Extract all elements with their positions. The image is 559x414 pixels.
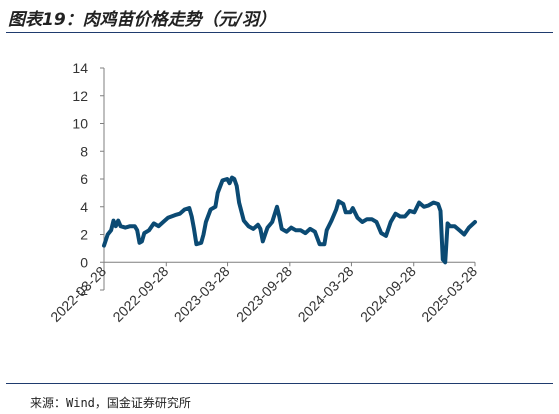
- y-tick-label: -2: [76, 282, 89, 298]
- x-tick-label: 2025-03-28: [418, 263, 480, 325]
- top-rule: [6, 32, 553, 33]
- source-note: 来源：Wind，国金证券研究所: [30, 396, 191, 410]
- x-tick-label: 2022-03-28: [47, 263, 109, 325]
- y-tick-label: 12: [72, 88, 88, 104]
- y-tick-label: 8: [80, 143, 88, 159]
- y-tick-label: 4: [80, 199, 88, 215]
- chart-axes: [103, 68, 475, 290]
- y-axis-ticks: -2 0 2 4 6 8 10 12 14: [72, 60, 104, 298]
- x-axis-ticks: 2022-03-28 2022-09-28 2023-03-28 2023-09-28…: [47, 262, 480, 325]
- y-tick-label: 10: [72, 116, 88, 132]
- x-tick-label: 2024-09-28: [357, 263, 419, 325]
- y-tick-label: 6: [80, 171, 88, 187]
- y-tick-label: 14: [72, 60, 88, 76]
- x-tick-label: 2023-09-28: [233, 263, 295, 325]
- x-tick-label: 2022-09-28: [109, 263, 171, 325]
- y-tick-label: 0: [80, 254, 88, 270]
- series-line: [102, 175, 477, 265]
- x-tick-label: 2023-03-28: [171, 263, 233, 325]
- series-layer: [102, 175, 477, 265]
- x-tick-label: 2024-03-28: [295, 263, 357, 325]
- bottom-rule: [6, 383, 553, 384]
- chart-title: 图表19：肉鸡苗价格走势（元/羽）: [8, 10, 276, 30]
- y-tick-label: 2: [80, 227, 88, 243]
